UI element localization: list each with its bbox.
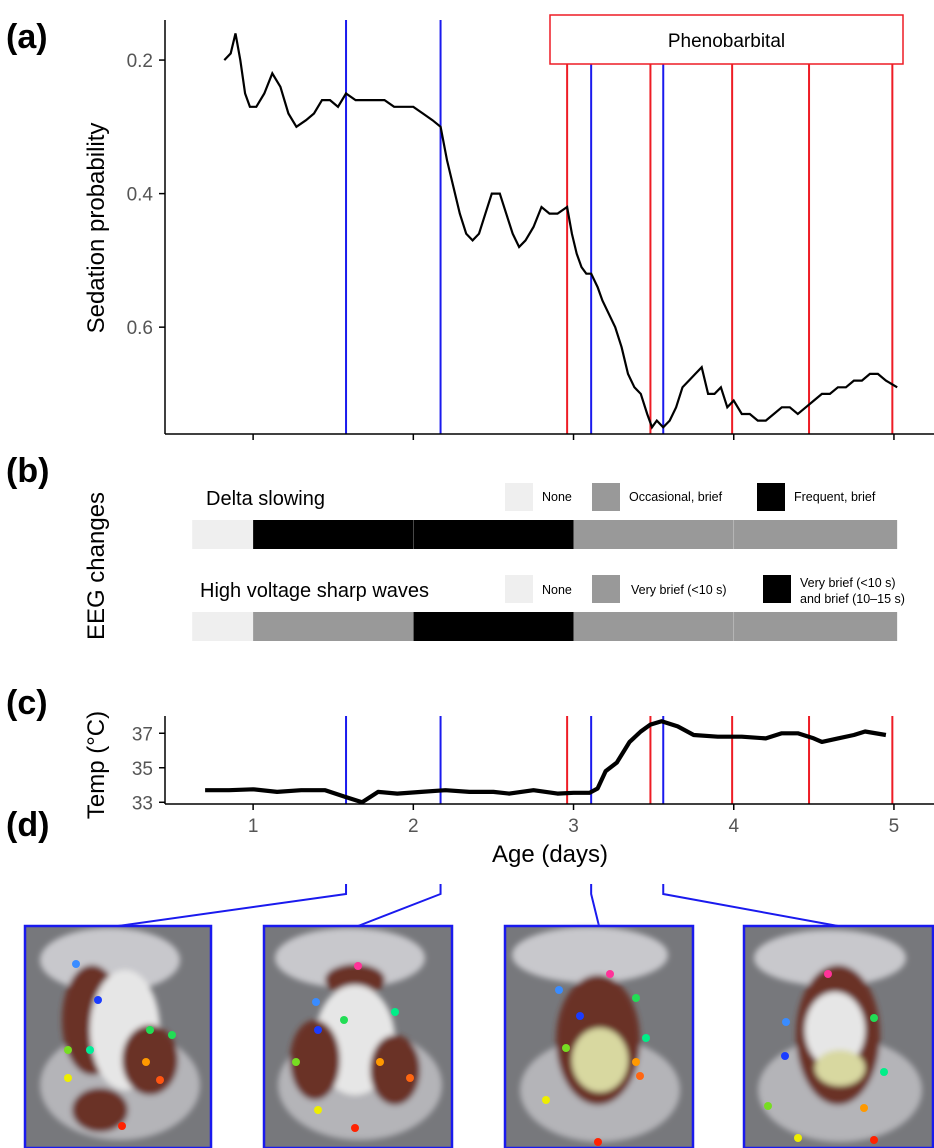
eeg-row0-segment-1	[253, 520, 414, 549]
eeg-row1-segment-0	[192, 612, 254, 641]
eeg-row0-segment-3	[573, 520, 734, 549]
frame-connector-1	[357, 884, 442, 927]
video-frame-2-border	[262, 924, 454, 1148]
sharp-legend-label-brief-line2: and brief (10–15 s)	[800, 592, 905, 606]
temperature-line	[205, 719, 887, 805]
phenobarbital-label: Phenobarbital	[668, 31, 785, 52]
sedation-probability-chart: 0.2 0.4 0.6 Sedation probability Phenobarb…	[83, 14, 934, 440]
frame-connector-0	[117, 884, 348, 927]
video-frame-1-border	[23, 924, 213, 1148]
video-frame-4-border	[742, 924, 934, 1148]
video-frames	[23, 884, 934, 1148]
delta-legend-swatch-occasional	[592, 483, 620, 511]
delta-legend-swatch-frequent	[757, 483, 785, 511]
eeg-row1-segment-3	[573, 612, 734, 641]
video-frame-2	[262, 924, 454, 1148]
c-xtick-label-1: 2	[408, 816, 419, 837]
eeg-changes-chart: EEG changes Delta slowing None Occasiona…	[83, 483, 905, 641]
b-y-axis-label: EEG changes	[83, 492, 110, 640]
video-frame-3	[503, 924, 695, 1148]
eeg-row0-segment-0	[192, 520, 254, 549]
eeg-row1-segment-4	[733, 612, 898, 641]
c-ytick-label-2: 37	[132, 724, 153, 745]
c-y-axis-label: Temp (°C)	[83, 711, 110, 819]
sharp-legend-swatch-very-brief	[592, 575, 620, 603]
c-xtick-label-2: 3	[568, 816, 579, 837]
eeg-row0-segment-2	[413, 520, 574, 549]
a-ytick-label-2: 0.6	[127, 318, 153, 339]
sharp-legend-label-none: None	[542, 583, 572, 597]
frame-connector-3	[662, 884, 839, 927]
panel-label-b: (b)	[6, 452, 49, 490]
a-y-axis-label: Sedation probability	[83, 123, 110, 334]
sharp-waves-title: High voltage sharp waves	[200, 580, 429, 602]
sharp-legend-swatch-brief	[763, 575, 791, 603]
frame-connector-2	[590, 884, 600, 927]
temperature-chart: 33 35 37 1 2 3 4 5 Temp (°C) Age (days)	[83, 711, 934, 868]
sharp-legend-swatch-none	[505, 575, 533, 603]
a-ytick-label-0: 0.2	[127, 51, 153, 72]
sharp-legend-label-brief-line1: Very brief (<10 s)	[800, 576, 896, 590]
delta-legend-label-occasional: Occasional, brief	[629, 490, 723, 504]
c-xtick-label-3: 4	[728, 816, 739, 837]
phenobarbital-box	[549, 14, 904, 65]
c-x-axis-label: Age (days)	[492, 841, 608, 868]
a-ytick-label-1: 0.4	[127, 185, 154, 206]
delta-legend-label-frequent: Frequent, brief	[794, 490, 876, 504]
sharp-legend-label-very-brief: Very brief (<10 s)	[631, 583, 727, 597]
video-frame-4	[742, 924, 934, 1148]
delta-slowing-title: Delta slowing	[206, 488, 325, 510]
eeg-row1-segment-1	[253, 612, 414, 641]
c-xtick-label-0: 1	[248, 816, 259, 837]
panel-label-c: (c)	[6, 684, 48, 722]
panel-label-a: (a)	[6, 18, 48, 56]
c-ytick-label-0: 33	[132, 793, 153, 814]
delta-legend-label-none: None	[542, 490, 572, 504]
video-frame-3-border	[503, 924, 695, 1148]
delta-legend-swatch-none	[505, 483, 533, 511]
c-ytick-label-1: 35	[132, 759, 153, 780]
c-xtick-label-4: 5	[889, 816, 900, 837]
sedation-probability-line	[223, 33, 898, 430]
eeg-row0-segment-4	[733, 520, 898, 549]
panel-label-d: (d)	[6, 806, 49, 844]
video-frame-1	[23, 924, 213, 1148]
eeg-row1-segment-2	[413, 612, 574, 641]
